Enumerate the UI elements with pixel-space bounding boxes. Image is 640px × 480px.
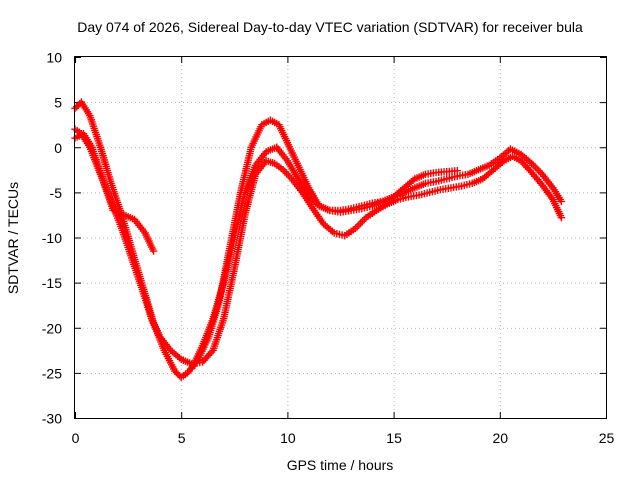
data-point (149, 247, 158, 255)
grid (75, 57, 606, 418)
tick-labels: 0 5 10 15 20 25 -30 -25 -20 -15 -10 -5 0 5 10 (42, 50, 615, 447)
ticks (75, 57, 607, 419)
y-tick-label: -30 (42, 411, 62, 427)
y-tick-label: -20 (42, 320, 62, 336)
series-track-a (71, 98, 566, 382)
data-point (557, 197, 566, 206)
y-tick-label: 0 (54, 140, 62, 156)
x-tick-label: 25 (599, 430, 615, 446)
y-tick-label: -15 (42, 275, 62, 291)
x-tick-label: 0 (72, 430, 80, 446)
x-axis-title: GPS time / hours (287, 457, 394, 473)
y-tick-label: -5 (50, 185, 63, 201)
y-tick-label: -10 (42, 230, 62, 246)
chart-title: Day 074 of 2026, Sidereal Day-to-day VTE… (77, 19, 583, 35)
plot-frame (74, 56, 607, 419)
series-track-d (188, 143, 462, 373)
series-track-b (71, 125, 566, 368)
series-track-c (71, 130, 158, 255)
x-tick-label: 15 (386, 430, 402, 446)
y-axis-title: SDTVAR / TECUs (5, 182, 21, 294)
data-point (557, 213, 566, 222)
x-tick-label: 20 (493, 430, 509, 446)
y-tick-label: 5 (54, 95, 62, 111)
data-point (453, 167, 462, 175)
y-tick-label: 10 (46, 50, 62, 66)
x-tick-label: 5 (178, 430, 186, 446)
y-tick-label: -25 (42, 365, 62, 381)
data-marks (71, 98, 566, 382)
x-tick-label: 10 (280, 430, 296, 446)
